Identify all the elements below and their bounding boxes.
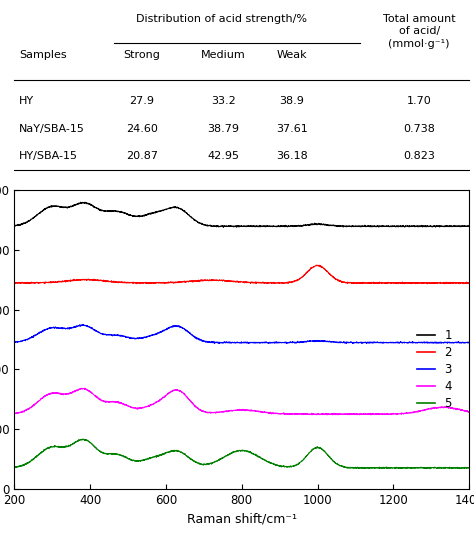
5 xyxy=(24,460,29,466)
3 xyxy=(80,321,85,328)
3 xyxy=(11,338,17,345)
4 xyxy=(11,411,17,417)
4 xyxy=(82,385,88,392)
5 xyxy=(80,435,85,442)
4 xyxy=(61,390,67,397)
Text: 0.823: 0.823 xyxy=(403,151,435,161)
5 xyxy=(74,438,80,445)
3 xyxy=(397,339,403,345)
Text: HY/SBA-15: HY/SBA-15 xyxy=(19,151,78,161)
Line: 1: 1 xyxy=(14,202,469,227)
Text: 24.60: 24.60 xyxy=(126,124,157,134)
1 xyxy=(220,224,226,230)
Text: 0.738: 0.738 xyxy=(403,124,435,134)
1 xyxy=(11,222,17,229)
4 xyxy=(324,412,330,418)
2 xyxy=(466,280,472,286)
Text: Total amount
of acid/
(mmol·g⁻¹): Total amount of acid/ (mmol·g⁻¹) xyxy=(383,14,456,49)
1 xyxy=(46,204,52,211)
Text: 36.18: 36.18 xyxy=(276,151,308,161)
1 xyxy=(24,219,29,226)
Text: 38.79: 38.79 xyxy=(208,124,239,134)
1 xyxy=(466,223,472,230)
2 xyxy=(24,280,29,286)
2 xyxy=(46,279,52,286)
3 xyxy=(219,339,224,346)
4 xyxy=(24,407,29,413)
2 xyxy=(313,262,319,268)
3 xyxy=(24,336,29,343)
5 xyxy=(218,456,224,462)
3 xyxy=(466,339,472,345)
Text: NaY/SBA-15: NaY/SBA-15 xyxy=(19,124,85,134)
Line: 4: 4 xyxy=(14,388,469,415)
Text: Distribution of acid strength/%: Distribution of acid strength/% xyxy=(136,14,307,24)
5 xyxy=(466,464,472,471)
Text: Strong: Strong xyxy=(123,49,160,60)
2 xyxy=(61,278,67,285)
4 xyxy=(218,408,224,415)
Text: 38.9: 38.9 xyxy=(279,96,304,106)
Text: 1.70: 1.70 xyxy=(407,96,432,106)
4 xyxy=(397,411,403,417)
2 xyxy=(218,277,224,284)
2 xyxy=(425,281,430,287)
2 xyxy=(397,280,403,286)
Text: 37.61: 37.61 xyxy=(276,124,308,134)
3 xyxy=(74,323,80,330)
Line: 2: 2 xyxy=(14,265,469,284)
4 xyxy=(74,387,80,394)
Text: Medium: Medium xyxy=(201,49,246,60)
Text: Samples: Samples xyxy=(19,49,66,60)
2 xyxy=(11,280,17,286)
3 xyxy=(61,325,67,332)
5 xyxy=(61,444,67,450)
Text: Weak: Weak xyxy=(276,49,307,60)
5 xyxy=(46,444,52,451)
Text: 27.9: 27.9 xyxy=(129,96,154,106)
1 xyxy=(397,223,403,230)
Text: 42.95: 42.95 xyxy=(208,151,239,161)
Line: 5: 5 xyxy=(14,439,469,469)
5 xyxy=(11,464,17,471)
Text: 33.2: 33.2 xyxy=(211,96,236,106)
Legend: 1, 2, 3, 4, 5: 1, 2, 3, 4, 5 xyxy=(412,324,456,415)
1 xyxy=(74,201,80,207)
3 xyxy=(46,325,52,331)
4 xyxy=(46,390,52,397)
2 xyxy=(74,276,80,283)
1 xyxy=(218,223,224,229)
5 xyxy=(428,465,433,472)
1 xyxy=(82,199,88,205)
4 xyxy=(466,409,472,415)
1 xyxy=(61,204,67,211)
Text: HY: HY xyxy=(19,96,34,106)
Line: 3: 3 xyxy=(14,325,469,343)
Text: 20.87: 20.87 xyxy=(126,151,158,161)
X-axis label: Raman shift/cm⁻¹: Raman shift/cm⁻¹ xyxy=(187,512,297,525)
3 xyxy=(217,340,222,346)
5 xyxy=(397,465,403,471)
